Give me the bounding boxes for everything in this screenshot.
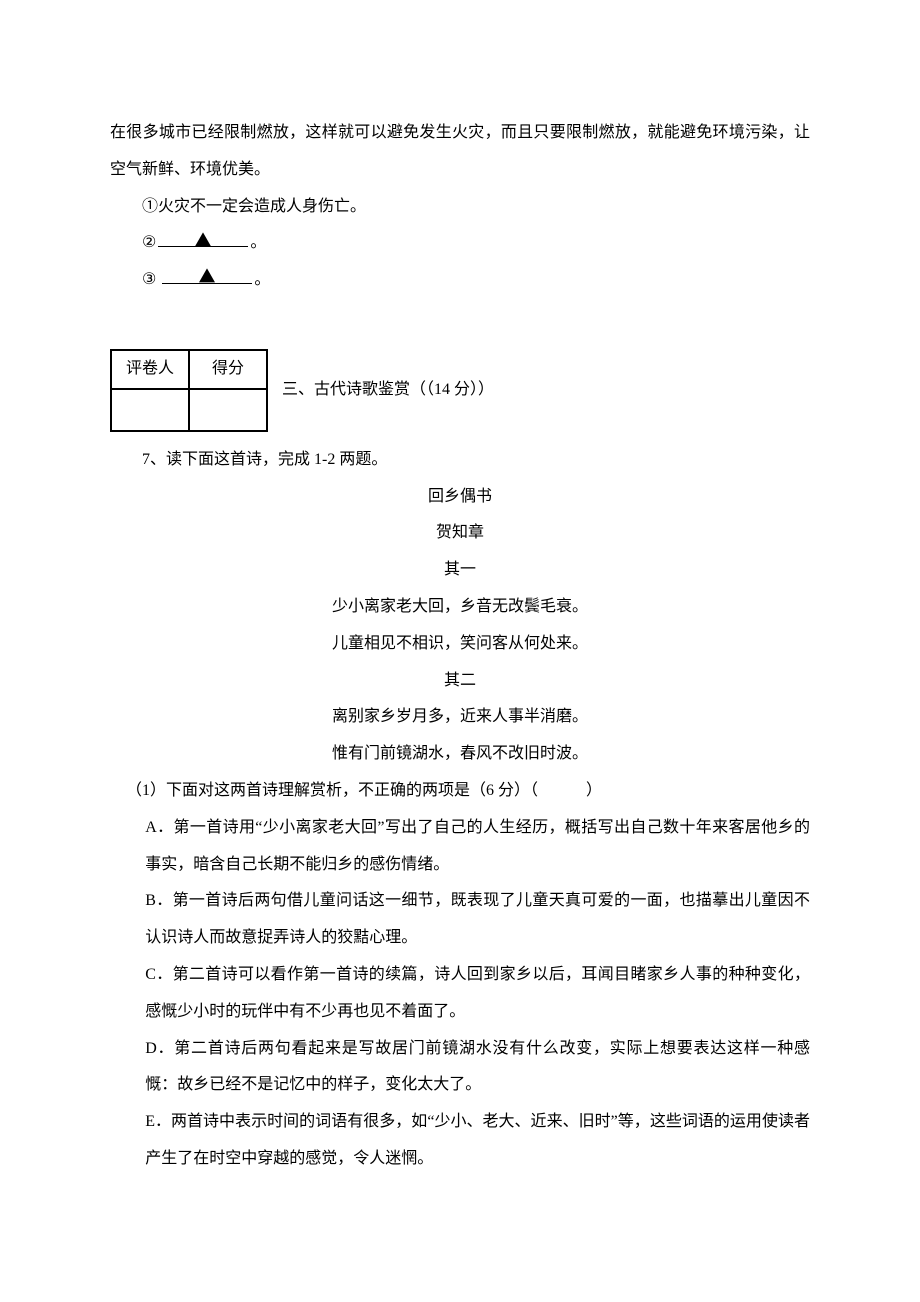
poem-verse-1: 少小离家老大回，乡音无改鬓毛衰。 [110,589,810,626]
td-score-blank[interactable] [189,389,267,431]
section-3-header: 评卷人 得分 三、古代诗歌鉴赏（（14 分）） [110,349,810,432]
option-a: A．第一首诗用“少小离家老大回”写出了自己的人生经历，概括写出自己数十年来客居他… [110,810,810,884]
exam-page: 在很多城市已经限制燃放，这样就可以避免发生火灾，而且只要限制燃放，就能避免环境污… [0,0,920,1302]
fill-blank-2[interactable] [158,229,248,248]
poem-sub-2: 其二 [110,663,810,700]
intro-paragraph: 在很多城市已经限制燃放，这样就可以避免发生火灾，而且只要限制燃放，就能避免环境污… [110,115,810,189]
table-row [111,389,267,431]
triangle-icon [199,269,215,283]
poem-author: 贺知章 [110,515,810,552]
item2-prefix: ② [142,234,156,251]
score-table: 评卷人 得分 [110,349,268,432]
item3-suffix: 。 [254,271,270,288]
th-examiner: 评卷人 [111,350,189,389]
poem-verse-4: 惟有门前镜湖水，春风不改旧时波。 [110,736,810,773]
intro-item-1: ①火灾不一定会造成人身伤亡。 [110,189,810,226]
option-d: D．第二首诗后两句看起来是写故居门前镜湖水没有什么改变，实际上想要表达这样一种感… [110,1031,810,1105]
poem-title: 回乡偶书 [110,479,810,516]
fill-blank-3[interactable] [162,266,252,285]
td-examiner-blank[interactable] [111,389,189,431]
section-3-title: 三、古代诗歌鉴赏（（14 分）） [282,372,494,409]
item2-suffix: 。 [250,234,266,251]
poem-verse-3: 离别家乡岁月多，近来人事半消磨。 [110,699,810,736]
intro-item-2: ②。 [110,225,810,262]
option-c: C．第二首诗可以看作第一首诗的续篇，诗人回到家乡以后，耳闻目睹家乡人事的种种变化… [110,957,810,1031]
option-e: E．两首诗中表示时间的词语有很多，如“少小、老大、近来、旧时”等，这些词语的运用… [110,1104,810,1178]
q7-stem: 7、读下面这首诗，完成 1-2 两题。 [110,442,810,479]
q7-sub1: （1）下面对这两首诗理解赏析，不正确的两项是（6 分）（ ） [110,773,810,810]
triangle-icon [195,232,211,246]
option-b: B．第一首诗后两句借儿童问话这一细节，既表现了儿童天真可爱的一面，也描摹出儿童因… [110,883,810,957]
item3-prefix: ③ [142,271,160,288]
poem-verse-2: 儿童相见不相识，笑问客从何处来。 [110,626,810,663]
intro-item-3: ③ 。 [110,262,810,299]
th-score: 得分 [189,350,267,389]
poem-sub-1: 其一 [110,552,810,589]
table-row: 评卷人 得分 [111,350,267,389]
